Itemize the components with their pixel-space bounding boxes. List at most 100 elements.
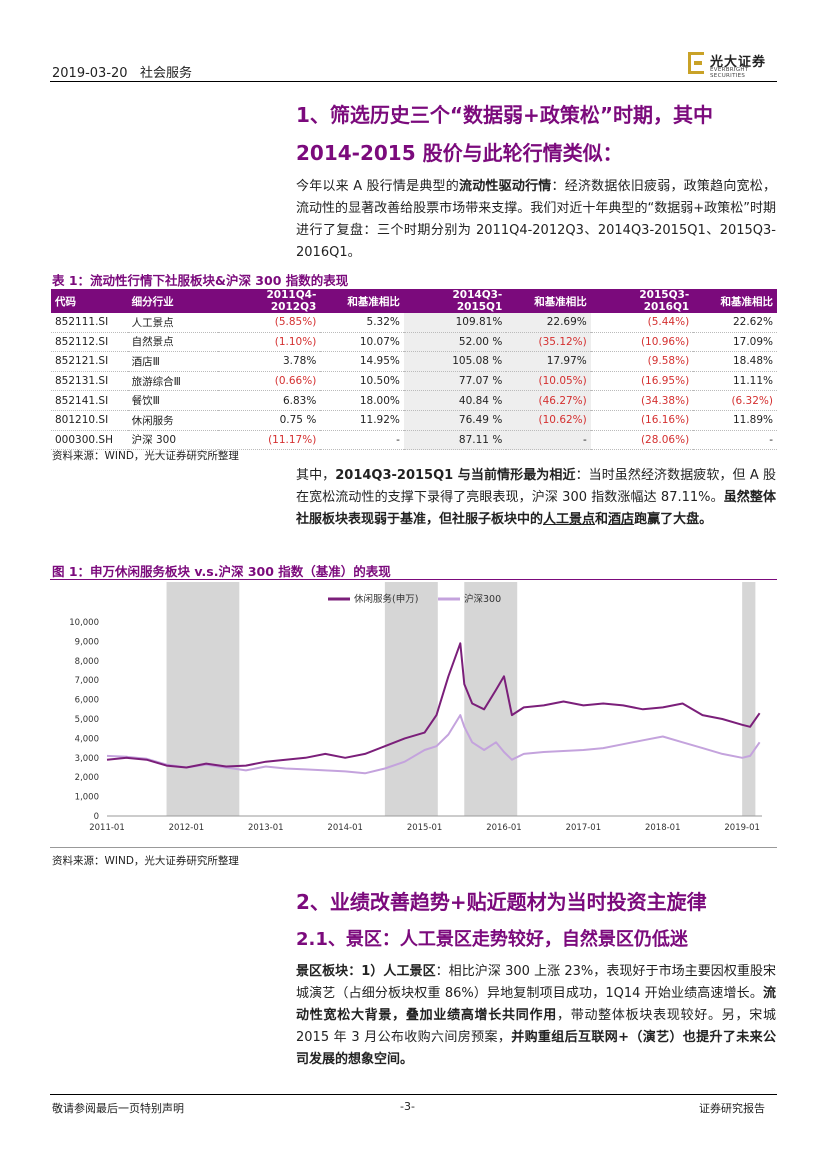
figure1-caption: 图 1：申万休闲服务板块 v.s.沪深 300 指数（基准）的表现 <box>52 564 391 579</box>
table-cell: 11.11% <box>693 371 777 392</box>
table-cell: (10.96%) <box>590 332 694 353</box>
figure1-bottom-rule <box>50 847 777 848</box>
series-line <box>106 714 761 775</box>
table-cell: 801210.SI <box>51 410 128 431</box>
page-number: -3- <box>400 1100 415 1113</box>
table-cell: 0.75 % <box>217 410 321 431</box>
table-cell: - <box>320 430 404 451</box>
line-chart: 0 1,000 2,000 3,000 4,000 5,000 6,000 7,000 8,00… <box>69 582 762 833</box>
footer-report-type: 证券研究报告 <box>699 1102 765 1115</box>
table1: 代码 细分行业 2011Q4-2012Q3 和基准相比 2014Q3-2015Q1 和基准… <box>51 289 777 451</box>
section1-title-line2: 2014-2015 股价与此轮行情类似： <box>296 141 623 165</box>
table-cell: (10.05%) <box>506 371 591 392</box>
table-header-row: 代码 细分行业 2011Q4-2012Q3 和基准相比 2014Q3-2015Q1 和基准… <box>51 289 777 313</box>
shaded-period <box>384 582 438 816</box>
y-tick-label: 5,000 <box>75 715 99 725</box>
table-cell: 000300.SH <box>51 430 128 451</box>
x-tick-label: 2014-01 <box>327 823 363 833</box>
table-header-cell: 2015Q3-2016Q1 <box>590 289 694 313</box>
footer-disclaimer: 敬请参阅最后一页特别声明 <box>52 1102 184 1115</box>
logo-mark-icon <box>688 52 704 74</box>
table-cell: 77.07 % <box>403 371 507 392</box>
table-cell: 旅游综合Ⅲ <box>127 371 218 392</box>
report-header: 2019-03-20 社会服务 <box>52 62 192 81</box>
table-row: 801210.SI 休闲服务 0.75 % 11.92% 76.49 % (10.62%)… <box>51 410 777 431</box>
table-cell: (6.32%) <box>693 390 777 411</box>
table-cell: 休闲服务 <box>127 410 218 431</box>
table-cell: 人工景点 <box>127 313 218 333</box>
table-cell: (11.17%) <box>217 430 321 451</box>
table-cell: - <box>693 430 777 451</box>
table-cell: 22.62% <box>693 313 777 333</box>
table-cell: (1.10%) <box>217 332 321 353</box>
y-tick-label: 6,000 <box>75 696 99 706</box>
series-line <box>106 642 761 769</box>
table-cell: (34.38%) <box>590 390 694 411</box>
figure1-source: 资料来源：WIND，光大证券研究所整理 <box>52 855 239 867</box>
table-cell: 87.11 % <box>403 430 507 451</box>
table1-caption: 表 1：流动性行情下社服板块&沪深 300 指数的表现 <box>52 273 349 288</box>
y-tick-label: 8,000 <box>75 657 99 667</box>
table-cell: 3.78% <box>217 351 321 372</box>
y-tick-label: 1,000 <box>75 793 99 803</box>
table-cell: (46.27%) <box>506 390 591 411</box>
table-cell: (35.12%) <box>506 332 591 353</box>
x-tick-label: 2018-01 <box>645 823 681 833</box>
table-row: 000300.SH 沪深 300 (11.17%) -87.11 % - (28.06%)… <box>51 430 777 451</box>
table-header-cell: 和基准相比 <box>693 289 777 313</box>
x-tick-label: 2012-01 <box>169 823 205 833</box>
table-row: 852111.SI 人工景点 (5.85%) 5.32% 109.81% 22.69% (5… <box>51 313 777 333</box>
table-cell: 852131.SI <box>51 371 128 392</box>
section2-subtitle: 2.1、景区：人工景区走势较好，自然景区仍低迷 <box>296 929 688 950</box>
section1-paragraph: 今年以来 A 股行情是典型的流动性驱动行情：经济数据依旧疲弱，政策趋向宽松，流动… <box>296 179 776 260</box>
table-cell: 18.48% <box>693 351 777 372</box>
y-tick-label: 7,000 <box>75 676 99 686</box>
table-row: 852121.SI 酒店Ⅲ 3.78% 14.95% 105.08 % 17.97% (9.… <box>51 351 777 372</box>
table-cell: 22.69% <box>506 313 591 333</box>
table-cell: (0.66%) <box>217 371 321 392</box>
table-cell: (5.44%) <box>590 313 694 333</box>
table-cell: (10.62%) <box>506 410 591 431</box>
section1-title: 1、筛选历史三个“数据弱+政策松”时期，其中 2014-2015 股价与此轮行情… <box>296 99 776 169</box>
table-cell: (16.95%) <box>590 371 694 392</box>
logo-en-text: EVERBRIGHT SECURITIES <box>710 67 749 79</box>
table-cell: 17.97% <box>506 351 591 372</box>
table-header-cell: 细分行业 <box>127 289 218 313</box>
table-header-cell: 和基准相比 <box>320 289 404 313</box>
table-header-cell: 2014Q3-2015Q1 <box>403 289 507 313</box>
table-cell: 17.09% <box>693 332 777 353</box>
table-cell: 10.50% <box>320 371 404 392</box>
table-cell: 52.00 % <box>403 332 507 353</box>
y-tick-label: 4,000 <box>75 734 99 744</box>
table-header-cell: 和基准相比 <box>506 289 591 313</box>
table-cell: 沪深 300 <box>127 430 218 451</box>
table-cell: 18.00% <box>320 390 404 411</box>
table-cell: 852121.SI <box>51 351 128 372</box>
shaded-period <box>742 582 756 816</box>
table-cell: (16.16%) <box>590 410 694 431</box>
table-cell: 852112.SI <box>51 332 128 353</box>
table-cell: 40.84 % <box>403 390 507 411</box>
x-tick-label: 2017-01 <box>566 823 602 833</box>
table-cell: 11.89% <box>693 410 777 431</box>
table-row: 852131.SI 旅游综合Ⅲ (0.66%) 10.50% 77.07 % (10.05… <box>51 371 777 392</box>
table-cell: 109.81% <box>403 313 507 333</box>
table-cell: 14.95% <box>320 351 404 372</box>
table-cell: 餐饮Ⅲ <box>127 390 218 411</box>
table-cell: - <box>506 430 591 451</box>
table-cell: (5.85%) <box>217 313 321 333</box>
table-cell: 酒店Ⅲ <box>127 351 218 372</box>
section1-title-line1: 1、筛选历史三个“数据弱+政策松”时期，其中 <box>296 103 713 127</box>
table-cell: (9.58%) <box>590 351 694 372</box>
y-tick-label: 2,000 <box>75 773 99 783</box>
legend-label: 休闲服务(申万) <box>354 593 418 605</box>
section2-title: 2、业绩改善趋势+贴近题材为当时投资主旋律 <box>296 890 707 914</box>
x-tick-label: 2013-01 <box>248 823 284 833</box>
table1-source: 资料来源：WIND，光大证券研究所整理 <box>52 450 239 462</box>
company-logo: 光大证券 EVERBRIGHT SECURITIES <box>688 50 783 79</box>
report-sector: 社会服务 <box>139 66 192 81</box>
y-tick-label: 10,000 <box>69 618 99 628</box>
y-tick-label: 0 <box>94 812 99 822</box>
table-cell: 5.32% <box>320 313 404 333</box>
table-row: 852112.SI 自然景点 (1.10%) 10.07% 52.00 % (35.12%… <box>51 332 777 353</box>
